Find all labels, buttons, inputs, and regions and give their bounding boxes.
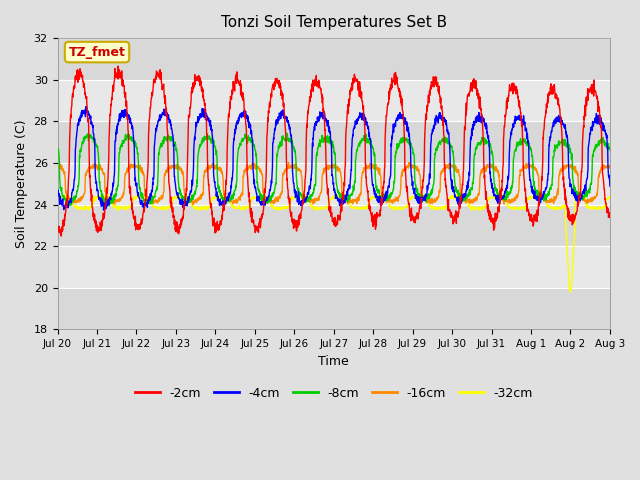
Bar xyxy=(58,80,610,121)
X-axis label: Time: Time xyxy=(318,355,349,368)
Bar xyxy=(58,121,610,163)
Bar xyxy=(58,163,610,204)
Bar xyxy=(58,38,610,80)
Bar xyxy=(58,204,610,246)
Text: TZ_fmet: TZ_fmet xyxy=(68,46,125,59)
Bar xyxy=(58,288,610,329)
Bar xyxy=(58,246,610,288)
Y-axis label: Soil Temperature (C): Soil Temperature (C) xyxy=(15,120,28,248)
Legend: -2cm, -4cm, -8cm, -16cm, -32cm: -2cm, -4cm, -8cm, -16cm, -32cm xyxy=(129,382,538,405)
Title: Tonzi Soil Temperatures Set B: Tonzi Soil Temperatures Set B xyxy=(221,15,447,30)
